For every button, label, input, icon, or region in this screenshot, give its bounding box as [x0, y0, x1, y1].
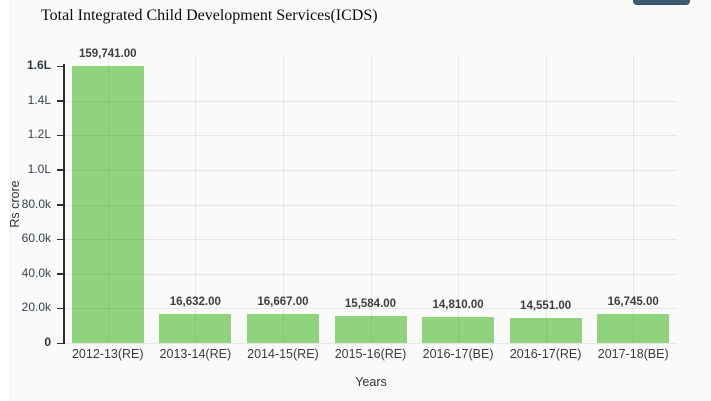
bar[interactable] [422, 317, 495, 343]
bar[interactable] [509, 317, 582, 343]
bar-value-label: 15,584.00 [344, 298, 397, 311]
gridline-horizontal [64, 308, 677, 310]
y-axis-tick [57, 342, 63, 344]
bar-value-label: 16,632.00 [169, 296, 221, 309]
y-axis-tick [57, 307, 63, 310]
x-axis-label: 2016-17(BE) [422, 347, 494, 361]
y-axis-tick-label: 20.0k [21, 300, 51, 315]
x-axis-label: 2015-16(RE) [334, 347, 407, 361]
bar-value-label: 16,667.00 [257, 296, 309, 309]
gridline-vertical [370, 54, 372, 343]
gridline-vertical [633, 54, 635, 343]
gridline-vertical [545, 54, 547, 343]
gridline-vertical [282, 54, 284, 343]
chart-title: Total Integrated Child Development Servi… [41, 7, 378, 24]
x-axis-label: 2014-15(RE) [247, 347, 319, 361]
x-axis-label: 2016-17(RE) [509, 347, 582, 361]
gridline-horizontal [64, 100, 677, 102]
bar-value-label: 14,810.00 [432, 299, 484, 312]
y-axis-tick [57, 204, 63, 206]
y-axis-tick [57, 134, 63, 137]
bar[interactable] [159, 314, 232, 343]
gridline-horizontal [64, 239, 677, 241]
x-axis-label: 2013-14(RE) [159, 347, 232, 361]
bar[interactable] [334, 316, 407, 343]
y-axis-tick-label: 1.4L [27, 92, 51, 107]
y-axis-tick-label: 80.0k [21, 196, 51, 211]
y-axis-line [63, 64, 65, 344]
y-axis-tick [57, 238, 63, 241]
bar[interactable] [246, 314, 319, 343]
y-axis-tick-label: 60.0k [21, 231, 51, 246]
gridline-horizontal [64, 273, 677, 275]
y-axis-tick-label: 40.0k [21, 265, 51, 280]
x-axis-title: Years [355, 375, 387, 389]
chart-container: Total Integrated Child Development Servi… [8, 0, 711, 401]
gridline-horizontal [64, 135, 677, 137]
y-axis-tick [57, 169, 63, 171]
bar[interactable] [597, 314, 670, 343]
y-axis-tick-label: 0 [44, 335, 51, 349]
bar[interactable] [71, 66, 144, 343]
gridline-horizontal [64, 169, 677, 171]
y-axis-tick-label: 1.2L [27, 127, 51, 142]
gridline-horizontal [64, 204, 677, 206]
x-axis-label: 2012-13(RE) [71, 347, 144, 361]
bar-value-label: 14,551.00 [520, 299, 572, 312]
gridline-vertical [107, 54, 109, 343]
x-axis-label: 2017-18(BE) [597, 347, 669, 361]
gridline-horizontal [64, 343, 677, 344]
y-axis-tick [57, 65, 63, 67]
y-axis-tick-label: 1.6L [26, 58, 51, 72]
gridline-vertical [195, 54, 197, 343]
export-menu-button[interactable] [633, 0, 690, 5]
y-axis-tick [57, 273, 63, 275]
bar-value-label: 159,741.00 [79, 48, 137, 61]
bar-value-label: 16,745.00 [607, 296, 659, 308]
y-axis-tick-label: 1.0L [27, 161, 51, 176]
y-axis-tick [57, 100, 63, 102]
gridline-vertical [458, 54, 460, 343]
